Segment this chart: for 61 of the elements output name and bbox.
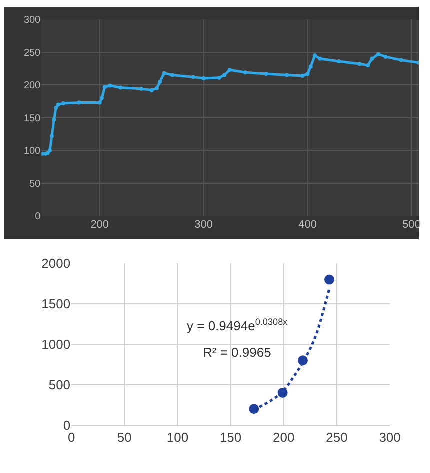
point xyxy=(61,101,66,106)
point xyxy=(376,52,380,56)
point xyxy=(48,148,52,153)
y-tick-label: 0 xyxy=(35,212,42,223)
point xyxy=(162,71,166,76)
y-tick-label: 300 xyxy=(24,15,42,26)
y-tick-label: 100 xyxy=(24,146,42,158)
point xyxy=(100,96,104,100)
x-tick-label: 200 xyxy=(273,430,295,445)
point xyxy=(384,54,388,59)
x-tick-label: 250 xyxy=(326,430,348,445)
x-tick-label: 300 xyxy=(379,430,401,445)
point xyxy=(155,86,160,90)
point xyxy=(358,62,362,66)
point xyxy=(243,70,248,75)
y-tick-label: 50 xyxy=(30,178,42,190)
point xyxy=(103,85,108,90)
point xyxy=(191,75,196,80)
point xyxy=(318,56,322,61)
y-tick-label: 250 xyxy=(24,48,42,59)
y-tick-label: 1000 xyxy=(42,336,71,352)
x-tick-label: 100 xyxy=(166,430,189,445)
point xyxy=(50,134,54,138)
x-tick-label: 50 xyxy=(117,430,132,445)
point xyxy=(399,58,404,62)
y-tick-label: 150 xyxy=(24,113,42,124)
point xyxy=(324,274,335,285)
point xyxy=(222,73,227,78)
point xyxy=(54,106,58,110)
point xyxy=(170,73,175,78)
point xyxy=(158,80,162,84)
point xyxy=(370,56,374,61)
x-tick-label: 200 xyxy=(90,219,110,232)
y-tick-label: 500 xyxy=(48,377,71,392)
point xyxy=(264,72,268,76)
point xyxy=(150,88,154,92)
point xyxy=(139,87,144,92)
point xyxy=(98,100,102,105)
annotation: y = 0.9494e$^{0.0308x}$ xyxy=(187,317,288,334)
y-tick-label: 200 xyxy=(24,80,42,92)
point xyxy=(52,118,56,122)
point xyxy=(228,68,232,72)
x-tick-label: 300 xyxy=(194,219,213,232)
y-tick-label: 0 xyxy=(63,418,71,433)
y-tick-label: 2000 xyxy=(42,256,71,272)
point xyxy=(56,102,60,107)
point xyxy=(308,64,313,69)
point xyxy=(300,74,305,78)
point xyxy=(306,72,310,76)
x-tick-label: 150 xyxy=(220,430,242,445)
point xyxy=(202,76,206,81)
point xyxy=(77,100,82,105)
point xyxy=(284,73,289,78)
point xyxy=(217,76,222,80)
annotation: R² = 0.9965 xyxy=(203,345,272,360)
x-tick-label: 400 xyxy=(298,219,317,232)
point xyxy=(366,63,370,68)
point xyxy=(108,84,112,88)
y-tick-label: 1500 xyxy=(42,296,71,312)
point xyxy=(336,60,341,64)
point xyxy=(118,86,123,90)
